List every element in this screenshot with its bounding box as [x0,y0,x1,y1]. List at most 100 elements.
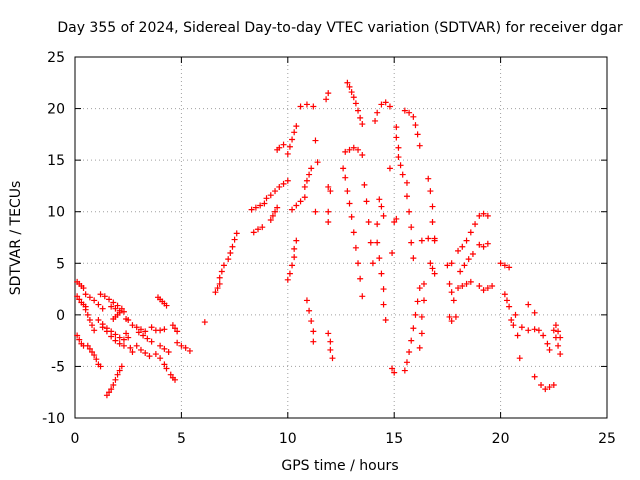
x-tick-label: 5 [177,431,186,447]
data-point [348,89,355,96]
data-point [140,332,147,339]
data-point [93,356,100,363]
data-point [476,282,483,289]
data-point [157,342,164,349]
data-point [74,293,81,300]
data-point [480,210,487,217]
data-point [512,311,519,318]
data-point [97,363,104,370]
data-point [214,285,221,292]
data-point [484,240,491,247]
data-point [97,291,104,298]
data-point [127,344,134,351]
data-point [544,340,551,347]
data-point [531,326,538,333]
axis-ticks [74,56,608,419]
data-point [420,297,427,304]
data-point [425,235,432,242]
data-point [355,260,362,267]
data-point [327,338,334,345]
data-point [129,322,136,329]
data-point [327,346,334,353]
data-point [431,237,438,244]
data-point [359,151,366,158]
data-point [448,318,455,325]
data-point [163,302,170,309]
data-point [286,270,293,277]
data-point [99,321,106,328]
data-point [110,381,117,388]
data-point [227,249,234,256]
data-point [355,107,362,114]
data-point [325,90,332,97]
data-point [325,330,332,337]
data-point [395,144,402,151]
data-point [257,202,264,209]
data-point [267,216,274,223]
data-point [382,99,389,106]
data-point [289,262,296,269]
data-point [146,353,153,360]
x-tick-label: 20 [492,431,510,447]
data-point [89,348,96,355]
data-point [91,327,98,334]
data-point [220,262,227,269]
data-point [414,131,421,138]
data-point [91,352,98,359]
data-point [161,361,168,368]
data-point [310,103,317,110]
data-point [484,285,491,292]
plot-area-frame [74,56,608,419]
x-tick-label: 15 [385,431,403,447]
data-point [463,237,470,244]
data-point [414,298,421,305]
data-point [448,289,455,296]
data-point [82,291,89,298]
data-point [348,213,355,220]
data-point [403,359,410,366]
data-point [416,344,423,351]
data-point [450,297,457,304]
y-tick-label: -5 [51,359,65,375]
data-point [250,229,257,236]
data-point [416,285,423,292]
data-point [525,327,532,334]
data-point [378,270,385,277]
data-point [259,224,266,231]
data-point [95,317,102,324]
data-point [89,322,96,329]
data-point [369,260,376,267]
data-point [555,328,562,335]
data-point [110,299,117,306]
data-point [344,188,351,195]
data-point [389,249,396,256]
data-point [86,317,93,324]
data-point [429,203,436,210]
data-point [280,141,287,148]
data-point [546,346,553,353]
data-point [429,265,436,272]
data-point [403,179,410,186]
data-point [76,296,83,303]
data-point [125,334,132,341]
data-point [325,183,332,190]
data-point [461,262,468,269]
data-point [301,183,308,190]
data-point [378,101,385,108]
data-point [497,260,504,267]
data-point [303,101,310,108]
data-point [401,107,408,114]
data-point [463,280,470,287]
data-point [476,241,483,248]
data-point [86,345,93,352]
data-point [406,208,413,215]
data-point [357,275,364,282]
data-point [95,301,102,308]
data-point [310,328,317,335]
data-point [408,337,415,344]
data-point [446,313,453,320]
x-tick-label: 0 [71,431,80,447]
data-point [503,297,510,304]
data-point [303,297,310,304]
data-point [120,342,127,349]
